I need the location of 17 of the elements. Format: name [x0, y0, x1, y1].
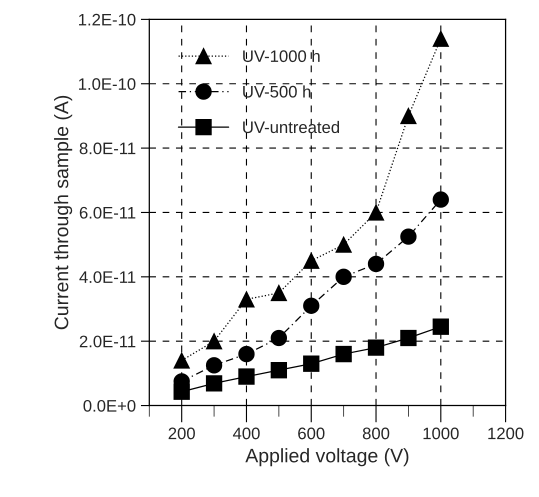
x-tick-label: 400 — [232, 428, 260, 440]
x-tick-label: 800 — [362, 428, 390, 440]
x-tick-label: 1200 — [488, 428, 524, 440]
y-tick-label: 1.2E-10 — [79, 14, 136, 26]
x-axis-title: Applied voltage (V) — [245, 448, 408, 466]
y-tick-label: 2.0E-11 — [80, 336, 136, 348]
y-tick-label: 6.0E-11 — [80, 206, 136, 219]
x-tick-label: 200 — [168, 428, 195, 440]
x-tick-label: 600 — [298, 428, 324, 440]
legend-label: UV-500 h — [243, 85, 310, 98]
x-tick-label: 1000 — [424, 428, 459, 440]
y-tick-label: 4.0E-11 — [79, 271, 136, 284]
y-tick-label: 8.0E-11 — [80, 142, 136, 154]
y-axis-title: Current through sample (A) — [54, 96, 72, 330]
legend-label: UV-untreated — [243, 120, 340, 134]
y-tick-label: 1.0E-10 — [79, 78, 136, 90]
y-tick-label: 0.0E+0 — [83, 400, 136, 412]
